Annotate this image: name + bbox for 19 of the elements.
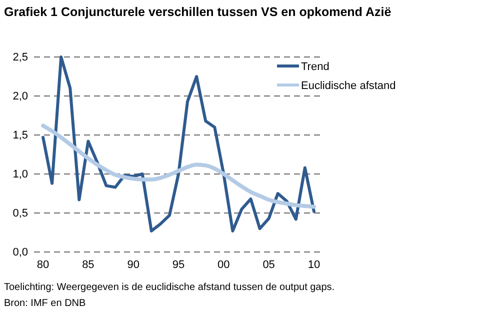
legend-label: Euclidische afstand xyxy=(301,80,396,92)
x-tick-label: 95 xyxy=(172,258,185,271)
x-tick-label: 85 xyxy=(82,258,94,271)
y-tick-label: 0,5 xyxy=(12,208,28,220)
text: Bron: IMF en DNB xyxy=(4,298,86,309)
x-tick-label: 05 xyxy=(262,258,275,271)
x-tick-label: 10 xyxy=(308,258,320,271)
y-tick-label: 1,0 xyxy=(12,168,28,181)
y-tick-label: 0,0 xyxy=(12,246,28,259)
chart-title: Grafiek 1 Conjuncturele verschillen tussen VS en opkomend Azië xyxy=(4,5,392,19)
x-tick-label: 80 xyxy=(36,258,50,271)
x-tick-label: 90 xyxy=(127,258,140,271)
text: Toelichting: Weergegeven is de euclidische afstand tussen de output gaps. xyxy=(4,282,335,293)
x-tick-label: 00 xyxy=(218,258,230,271)
line-series xyxy=(41,124,316,209)
y-tick-label: 2,5 xyxy=(12,52,28,64)
y-tick-label: 2,0 xyxy=(12,90,28,103)
legend-label: Trend xyxy=(301,61,330,73)
y-tick-label: 1,5 xyxy=(12,130,28,142)
